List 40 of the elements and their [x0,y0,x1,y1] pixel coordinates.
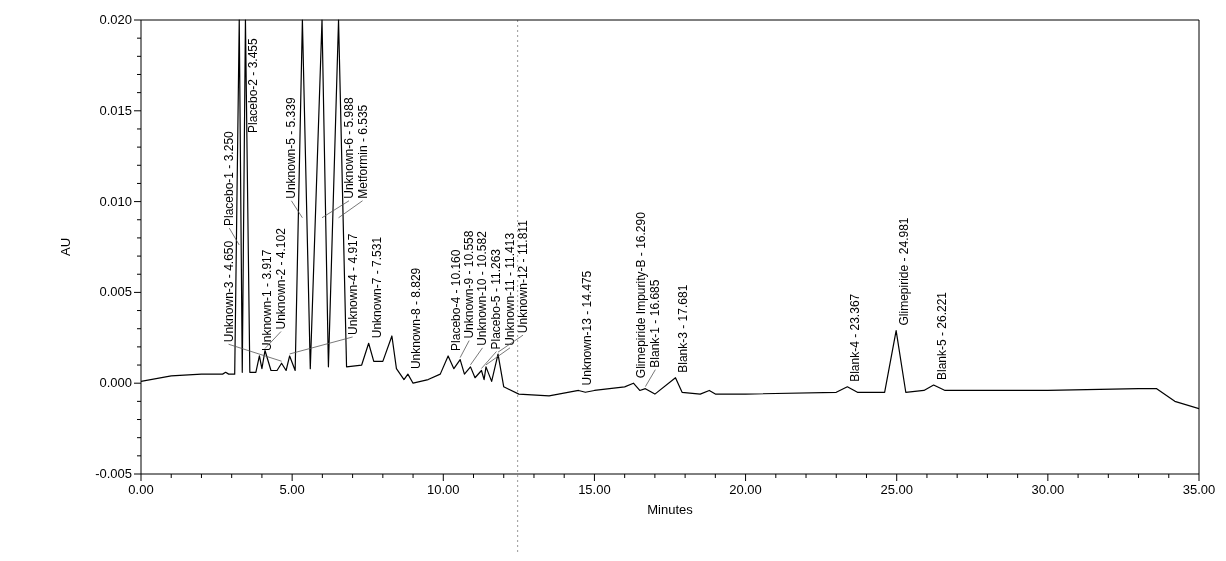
annotation: Placebo-4 - 10.160 [449,249,464,351]
annotation: Unknown-7 - 7.531 [369,236,384,339]
annotation: Unknown-10 - 10.582 [475,230,490,346]
y-tick-label: 0.000 [99,375,132,391]
annotation: Unknown-9 - 10.558 [462,230,477,339]
x-tick-label: 10.00 [427,482,460,497]
annotation: Unknown-8 - 8.829 [408,267,423,370]
x-tick-label: 35.00 [1182,482,1216,497]
y-tick-label: -0.005 [95,466,132,481]
y-axis-title: AU [58,237,73,257]
y-tick-label: 0.005 [99,284,132,300]
annotation: Unknown-11 - 11.413 [503,232,517,346]
x-tick-label: 25.00 [880,482,913,497]
annotation: Blank-4 - 23.367 [848,293,863,382]
annotation: Blank-5 - 26.221 [934,291,949,381]
annotation: Unknown-3 - 4.650 [221,240,236,343]
annotation: Unknown-2 - 4.102 [274,227,288,330]
annotation: Unknown-1 - 3.917 [260,249,275,351]
annotation: Glimepiride - 24.981 [897,217,912,326]
annotation: Glimepiride Impurity-B - 16.290 [634,211,649,379]
annotation: Unknown-5 - 5.339 [284,97,299,199]
annotation: Unknown-12 - 11.811 [516,219,531,334]
annotation: Blank-1 - 16.685 [648,279,663,368]
annotation: Unknown-6 - 5.988 [342,97,357,199]
annotation: Unknown-4 - 4.917 [345,233,360,335]
annotation: Unknown-13 - 14.475 [579,270,594,386]
x-axis-title: Minutes [647,502,694,517]
x-tick-label: 30.00 [1031,482,1065,497]
x-tick-label: 0.00 [128,482,154,497]
annotation: Placebo-1 - 3.250 [222,130,237,226]
y-tick-label: 0.015 [99,102,132,118]
x-tick-label: 20.00 [729,482,762,497]
y-tick-label: 0.010 [99,193,132,209]
annotation: Metformin - 6.535 [355,104,370,199]
x-tick-label: 5.00 [279,482,305,497]
annotation: Blank-3 - 17.681 [676,284,691,373]
x-tick-label: 15.00 [578,482,611,497]
annotation: Placebo-2 - 3.455 [246,37,261,134]
y-tick-label: 0.020 [99,12,132,27]
annotation: Placebo-5 - 11.263 [489,248,504,350]
